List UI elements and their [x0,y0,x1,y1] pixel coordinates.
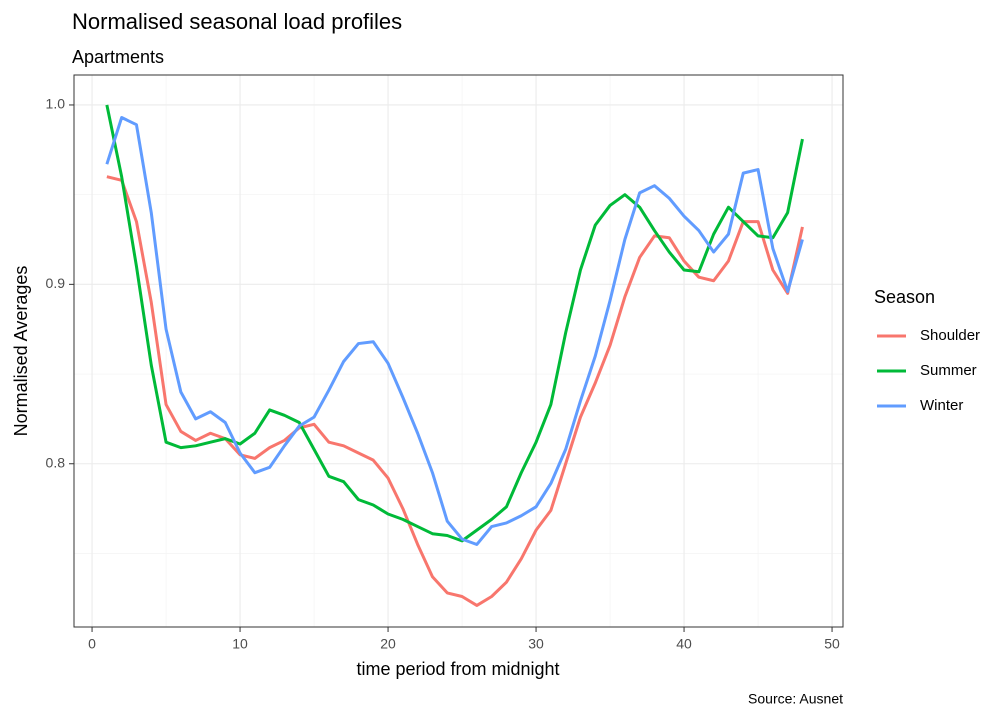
y-tick-label: 1.0 [46,96,66,112]
series-line [105,116,804,546]
chart-subtitle: Apartments [72,47,164,67]
series-line [106,175,804,607]
chart-title: Normalised seasonal load profiles [72,9,402,34]
x-tick-label: 0 [88,636,96,652]
y-tick-label: 0.8 [46,454,66,470]
x-tick-label: 40 [676,636,692,652]
y-tick-label: 0.9 [46,275,66,291]
panel-border [73,74,844,628]
series-line [105,104,804,543]
legend-label: Winter [920,397,963,414]
legend-title: Season [874,287,935,307]
x-tick-label: 50 [824,636,840,652]
x-axis-label: time period from midnight [356,659,559,679]
legend-label: Shoulder [920,327,980,344]
x-tick-label: 10 [232,636,248,652]
x-tick-label: 20 [380,636,396,652]
legend-label: Summer [920,362,977,379]
x-tick-label: 30 [528,636,544,652]
y-axis-label: Normalised Averages [11,266,31,437]
caption: Source: Ausnet [748,691,843,707]
